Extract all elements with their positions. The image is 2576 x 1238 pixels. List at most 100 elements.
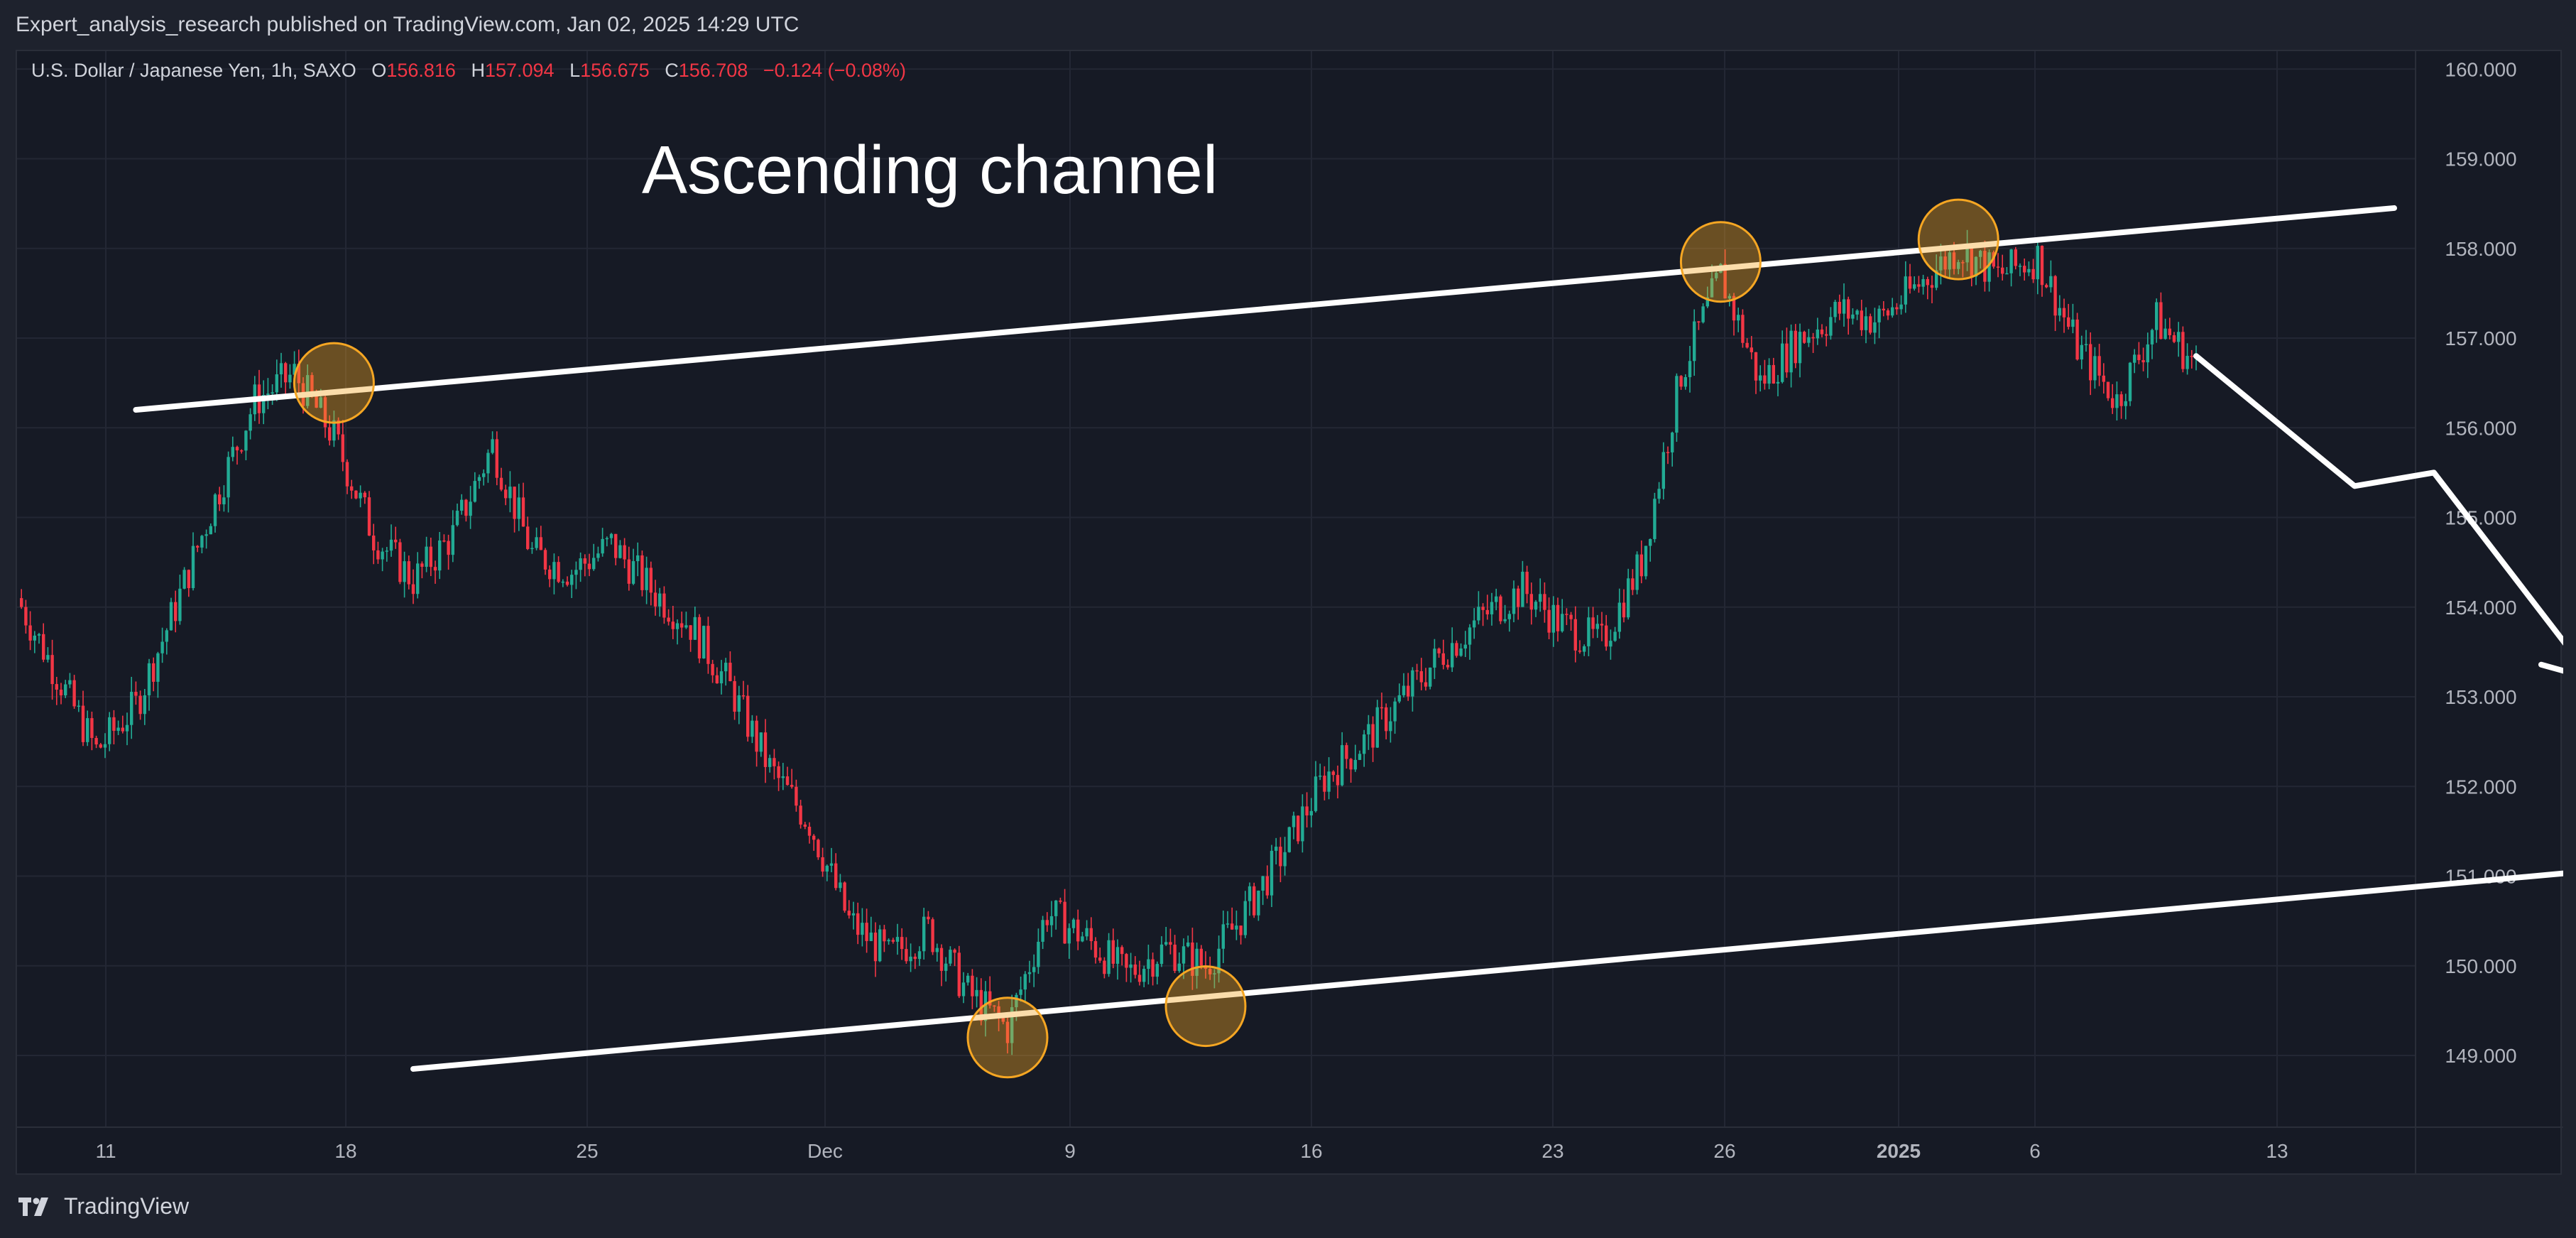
candle-body: [240, 450, 244, 452]
tradingview-logo-icon[interactable]: [18, 1197, 54, 1216]
candle-body: [328, 427, 332, 441]
candle-body: [1397, 695, 1401, 702]
candle-body: [42, 634, 45, 660]
candle-body: [341, 434, 344, 462]
candle-body: [2181, 332, 2185, 369]
candle-body: [1049, 916, 1054, 925]
candle-body: [878, 929, 882, 962]
candle-body: [1569, 614, 1573, 619]
x-tick-label: 25: [576, 1140, 598, 1162]
candle-body: [1573, 619, 1577, 651]
candle-body: [1437, 648, 1441, 653]
candle-body: [953, 950, 956, 953]
candle-body: [1869, 316, 1872, 333]
candle-body: [697, 617, 702, 659]
candle-body: [55, 684, 58, 690]
candle-body: [1164, 942, 1168, 945]
candle-body: [702, 626, 706, 659]
candle-body: [1081, 936, 1084, 942]
candle-body: [94, 737, 98, 745]
candle-body: [1507, 614, 1511, 619]
candle-body: [1622, 602, 1626, 618]
candle-body: [1367, 724, 1370, 734]
candle-body: [235, 447, 239, 451]
candle-body: [1147, 959, 1150, 970]
candle-body: [1776, 381, 1780, 384]
candle-body: [1930, 285, 1934, 288]
candle-body: [1252, 886, 1256, 916]
candle-body: [389, 539, 393, 551]
y-tick-label: 154.000: [2445, 597, 2516, 619]
candle-body: [152, 663, 155, 682]
candle-body: [1939, 256, 1943, 271]
candle-body: [1336, 775, 1340, 786]
candle-body: [1159, 944, 1164, 965]
candle-body: [477, 477, 481, 482]
candle-body: [1829, 317, 1833, 336]
candle-body: [1547, 609, 1551, 633]
candle-body: [728, 663, 732, 681]
candle-body: [2009, 249, 2013, 273]
touch-highlight-circle: [1679, 221, 1762, 303]
candle-body: [517, 497, 520, 519]
candle-body: [949, 950, 952, 964]
touch-highlight-circle: [293, 342, 375, 424]
candle-body: [451, 525, 454, 555]
candle-body: [1877, 308, 1881, 322]
publish-line: Expert_analysis_research published on Tr…: [16, 13, 799, 36]
candle-body: [249, 414, 252, 431]
candle-body: [1745, 342, 1749, 348]
candle-body: [381, 551, 384, 560]
candle-body: [438, 540, 442, 571]
candle-body: [2049, 276, 2053, 288]
y-tick-label: 160.000: [2445, 58, 2516, 80]
candle-body: [2093, 356, 2097, 381]
candle-body: [1005, 1021, 1010, 1043]
candle-body: [1926, 278, 1929, 286]
candle-body: [1671, 433, 1674, 452]
candle-body: [2102, 375, 2105, 382]
candle-body: [1441, 653, 1445, 666]
projection-path: [2193, 353, 2563, 646]
candle-body: [2172, 335, 2176, 342]
candle-body: [1666, 452, 1670, 453]
candle-body: [1345, 745, 1348, 759]
candle-body: [337, 420, 340, 435]
candle-body: [1115, 947, 1120, 964]
candle-body: [28, 625, 32, 641]
candle-body: [1847, 299, 1850, 319]
candle-body: [1111, 940, 1115, 964]
candle-body: [751, 720, 754, 737]
candle-body: [737, 695, 741, 712]
candle-body: [187, 570, 190, 589]
candle-body: [231, 447, 234, 457]
brand-name[interactable]: TradingView: [64, 1193, 190, 1219]
y-tick-label: 157.000: [2445, 327, 2516, 349]
candle-body: [1904, 276, 1907, 305]
touch-highlight-circle: [1164, 965, 1247, 1048]
candle-body: [2146, 344, 2149, 363]
candle-body: [1979, 251, 1982, 257]
price-chart[interactable]: 160.000 159.000 158.000 157.000 156.000 155.0…: [17, 51, 2563, 1176]
candle-body: [526, 526, 530, 549]
candle-body: [262, 395, 266, 413]
candle-body: [1525, 571, 1529, 594]
candle-body: [156, 653, 160, 682]
candle-body: [116, 727, 120, 731]
y-tick-label: 156.000: [2445, 417, 2516, 439]
candle-body: [2128, 362, 2132, 401]
candle-body: [508, 487, 512, 499]
candle-body: [266, 393, 270, 396]
chart-frame[interactable]: 160.000 159.000 158.000 157.000 156.000 155.0…: [16, 50, 2563, 1176]
candle-body: [1952, 252, 1956, 269]
candle-body: [174, 602, 178, 621]
candle-body: [693, 617, 697, 640]
candle-body: [1891, 307, 1894, 316]
candle-body: [293, 364, 296, 375]
candle-body: [46, 655, 50, 660]
candle-body: [499, 477, 503, 490]
candle-body: [1054, 900, 1058, 916]
candle-body: [1107, 940, 1110, 974]
candle-body: [1759, 375, 1762, 381]
candle-body: [407, 561, 410, 585]
